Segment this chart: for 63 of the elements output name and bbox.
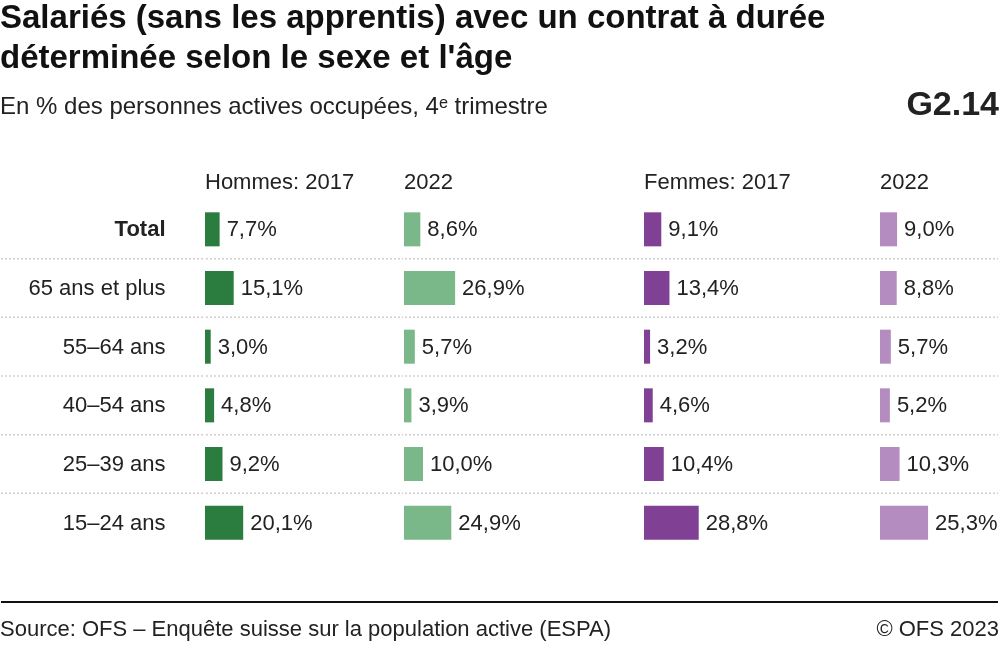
source-note: Source: OFS – Enquête suisse sur la population active (ESPA) <box>0 616 612 641</box>
bar <box>880 270 897 306</box>
bar <box>880 447 900 482</box>
bar <box>205 505 244 540</box>
data-label: 10,0% <box>430 451 493 477</box>
bar <box>205 212 220 247</box>
series-label: Hommes: 2017 <box>205 169 355 194</box>
data-label: 8,6% <box>427 216 478 242</box>
bar <box>644 447 664 482</box>
y-tick-label: Total <box>114 216 166 242</box>
bar <box>404 329 415 364</box>
data-label: 5,7% <box>421 333 472 359</box>
data-label: 7,7% <box>226 216 277 242</box>
data-label: 5,2% <box>896 392 948 418</box>
data-label: 15,1% <box>240 275 304 301</box>
data-label: 3,2% <box>657 333 708 359</box>
bar <box>404 447 423 482</box>
data-label: 8,8% <box>903 275 954 301</box>
bar <box>404 212 421 247</box>
series-label: 2022 <box>404 169 453 194</box>
data-label: 9,1% <box>668 216 719 242</box>
bar <box>644 329 651 364</box>
bar <box>404 388 412 423</box>
data-label: 10,3% <box>906 451 969 477</box>
y-tick-label: 25–39 ans <box>62 451 166 477</box>
data-label: 3,0% <box>217 333 268 359</box>
y-tick-label: 65 ans et plus <box>28 275 166 301</box>
data-label: 25,3% <box>935 509 998 535</box>
bar <box>880 329 891 364</box>
text: Salariés (sans les apprentis) avec un contrat à durée déterminée selon le sexe et l'âge <box>0 0 826 75</box>
y-tick-label: 55–64 ans <box>62 333 166 359</box>
data-label: 9,2% <box>229 451 280 477</box>
data-label: 26,9% <box>462 275 525 301</box>
data-label: 5,7% <box>897 333 948 359</box>
data-label: 24,9% <box>458 509 521 535</box>
bar <box>644 388 653 423</box>
bar <box>205 388 215 423</box>
bar <box>404 505 452 540</box>
data-label: 13,4% <box>676 275 739 301</box>
data-label: 10,4% <box>670 451 734 477</box>
series-label: Femmes: 2017 <box>644 169 791 194</box>
bar <box>644 505 699 540</box>
chart-subtitle: En % des personnes actives occupées, 4ᵉ trimestre <box>0 92 548 119</box>
bar <box>880 212 898 247</box>
bar <box>205 270 234 306</box>
bar <box>644 212 662 247</box>
text: © OFS 2023 <box>876 616 999 641</box>
data-label: 3,9% <box>418 392 469 418</box>
y-tick-label: 15–24 ans <box>62 509 166 535</box>
bar <box>880 505 929 540</box>
data-label: 9,0% <box>904 216 955 242</box>
data-label: 4,8% <box>221 392 272 418</box>
bar <box>644 270 670 306</box>
bar <box>205 447 223 482</box>
data-label: 28,8% <box>705 509 769 535</box>
data-label: 20,1% <box>250 509 313 535</box>
bar <box>880 388 890 423</box>
text: G2.14 <box>906 84 1000 122</box>
data-label: 4,6% <box>659 392 710 418</box>
y-tick-label: 40–54 ans <box>62 392 166 418</box>
bar <box>205 329 211 364</box>
series-label: 2022 <box>880 169 929 194</box>
bar <box>404 270 456 306</box>
